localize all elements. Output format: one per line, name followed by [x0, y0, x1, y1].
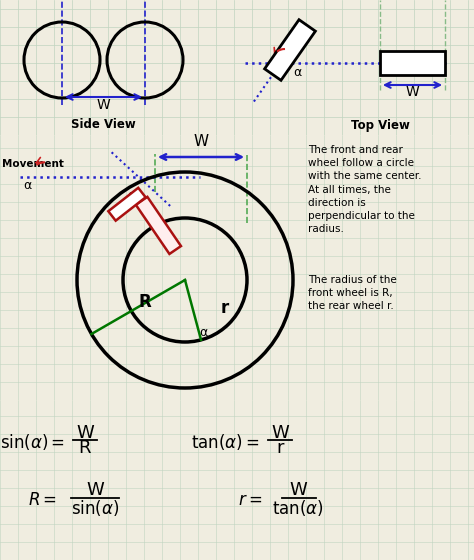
Text: r: r: [276, 439, 284, 457]
Bar: [136, 197, 181, 254]
Text: $r =$: $r =$: [238, 491, 262, 509]
Text: Top View: Top View: [351, 119, 410, 132]
Text: W: W: [289, 481, 307, 499]
Text: W: W: [271, 424, 289, 442]
Text: W: W: [96, 98, 110, 112]
Text: α: α: [128, 189, 136, 202]
Text: The front and rear
wheel follow a circle
with the same center.
At all times, the: The front and rear wheel follow a circle…: [308, 145, 421, 234]
Text: W: W: [193, 134, 209, 149]
Text: Movement: Movement: [2, 159, 64, 169]
Text: α: α: [293, 67, 301, 80]
Text: W: W: [406, 85, 419, 99]
Text: R: R: [138, 293, 151, 311]
Bar: [108, 188, 146, 221]
Text: The radius of the
front wheel is R,
the rear wheel r.: The radius of the front wheel is R, the …: [308, 275, 397, 311]
Text: $\sin(\alpha)=$: $\sin(\alpha)=$: [0, 432, 65, 452]
Text: $\tan(\alpha)$: $\tan(\alpha)$: [272, 498, 324, 518]
Text: $\sin(\alpha)$: $\sin(\alpha)$: [71, 498, 119, 518]
Text: W: W: [76, 424, 94, 442]
Text: $\tan(\alpha) =$: $\tan(\alpha) =$: [191, 432, 260, 452]
Text: α: α: [23, 179, 31, 192]
Polygon shape: [264, 20, 315, 80]
Text: r: r: [221, 299, 229, 317]
Text: $R =$: $R =$: [28, 491, 57, 509]
Text: α: α: [199, 325, 207, 338]
Bar: [380, 51, 445, 75]
Text: Side View: Side View: [71, 119, 136, 132]
Text: W: W: [86, 481, 104, 499]
Text: R: R: [79, 439, 91, 457]
